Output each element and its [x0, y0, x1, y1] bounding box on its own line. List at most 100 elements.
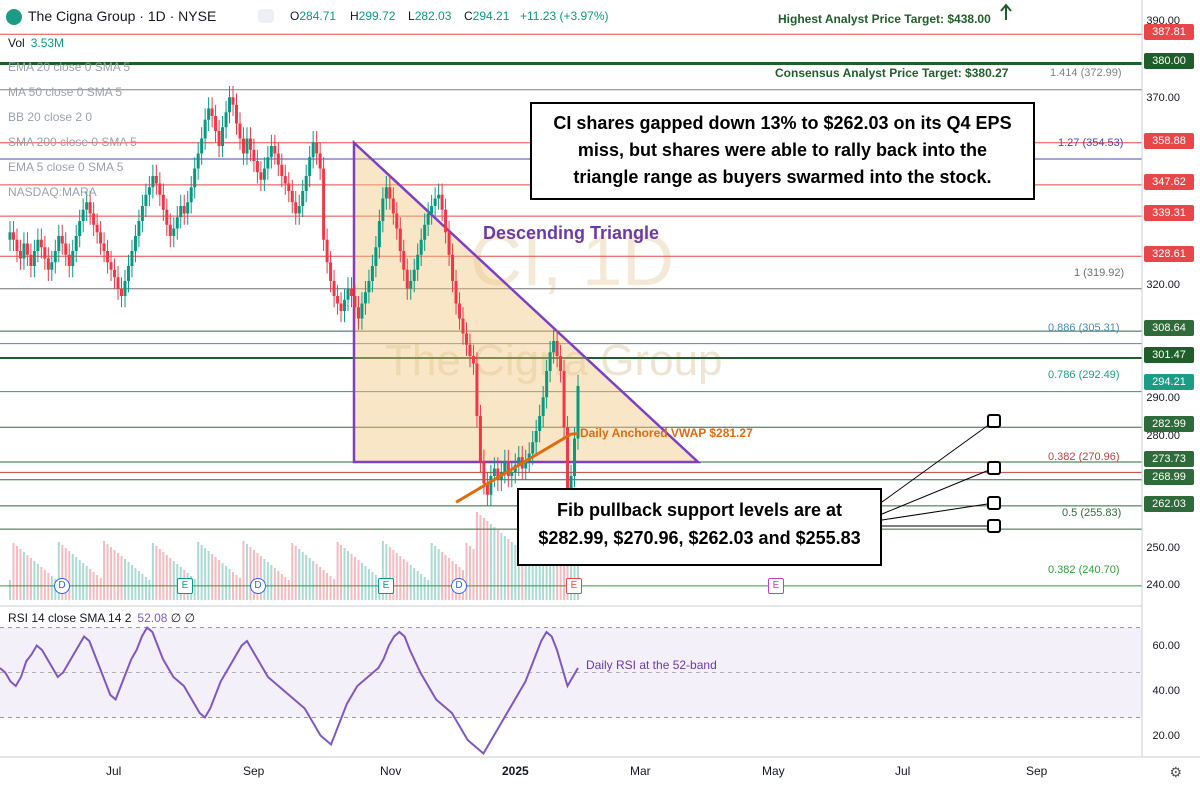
volume-bar [273, 568, 276, 600]
indicator-sma200[interactable]: SMA 200 close 0 SMA 5 [8, 135, 137, 149]
candle-body [332, 281, 336, 296]
volume-bar [420, 574, 423, 600]
symbol-title[interactable]: The Cigna Group · 1D · NYSE [28, 8, 217, 24]
candle-body [468, 344, 472, 356]
earnings-marker[interactable]: E [378, 578, 394, 594]
indicator-mara[interactable]: NASDAQ:MARA [8, 185, 97, 199]
volume-bar [134, 568, 137, 600]
candle-body [391, 198, 395, 214]
volume-bar [326, 573, 329, 600]
visibility-toggle-icon[interactable] [258, 9, 274, 23]
volume-bar [22, 552, 25, 600]
settings-gear-icon[interactable]: ⚙ [1169, 764, 1182, 780]
earnings-marker[interactable]: E [566, 578, 582, 594]
candle-body [186, 202, 190, 214]
volume-bar [200, 545, 203, 600]
volume-bar [106, 544, 109, 600]
earnings-marker[interactable]: E [177, 578, 193, 594]
volume-bar [385, 544, 388, 600]
indicator-ema20[interactable]: EMA 20 close 0 SMA 5 [8, 60, 131, 74]
volume-bar [514, 545, 517, 600]
volume-bar [36, 564, 39, 600]
volume-bar [350, 554, 353, 600]
candle-body [85, 202, 89, 210]
candle-body [297, 206, 301, 214]
candle-body [67, 254, 71, 266]
volume-bar [482, 518, 485, 600]
dividend-marker[interactable]: D [54, 578, 70, 594]
volume-bar [92, 572, 95, 600]
candle-body [273, 146, 277, 154]
candle-body [444, 209, 448, 233]
ohlc-open: O284.71 [290, 9, 337, 23]
volume-bar [301, 552, 304, 600]
up-arrow-head [1000, 3, 1012, 12]
indicator-ma50[interactable]: MA 50 close 0 SMA 5 [8, 85, 123, 99]
candle-body [346, 288, 350, 300]
volume-bar [552, 538, 555, 600]
volume-bar [123, 559, 126, 600]
volume-bar [266, 562, 269, 600]
candle-body [92, 213, 96, 225]
volume-bar [82, 563, 85, 600]
volume-bar [12, 543, 15, 600]
volume-bar [96, 575, 99, 600]
volume-bar [367, 569, 370, 600]
volume-bar [395, 553, 398, 600]
volume-bar [315, 564, 318, 600]
candle-body [161, 194, 165, 210]
indicator-bb20[interactable]: BB 20 close 2 0 [8, 110, 93, 124]
fib-connector [881, 502, 995, 521]
dividend-marker[interactable]: D [250, 578, 266, 594]
triangle-label: Descending Triangle [483, 223, 660, 243]
volume-bar [110, 547, 113, 600]
candle-body [241, 138, 245, 154]
dividend-marker[interactable]: D [451, 578, 467, 594]
volume-bar [238, 578, 241, 600]
candle-body [179, 206, 183, 218]
volume-bar [89, 569, 92, 600]
volume-bar [347, 551, 350, 600]
candle-body [252, 149, 256, 161]
candle-body [276, 153, 280, 165]
candle-body [475, 363, 479, 416]
volume-bar [472, 549, 475, 600]
candle-body [151, 176, 155, 188]
volume-bar [291, 543, 294, 600]
volume-bar [294, 546, 297, 600]
candle-body [426, 213, 430, 225]
candle-body [287, 183, 291, 191]
volume-bar [430, 543, 433, 600]
volume-bar [218, 560, 221, 600]
volume-bar [117, 553, 120, 600]
candle-body [36, 239, 40, 251]
candle-body [214, 116, 218, 131]
candle-body [534, 431, 538, 443]
volume-bar [33, 561, 36, 600]
candle-body [311, 142, 315, 158]
x-tick: Jul [895, 764, 911, 778]
volume-bar [9, 580, 11, 600]
candle-body [168, 224, 172, 236]
fib-label-05: 0.5 (255.83) [1062, 507, 1122, 519]
volume-bar [353, 557, 356, 600]
volume-bar [340, 545, 343, 600]
volume-bar [493, 527, 496, 600]
indicator-ema5[interactable]: EMA 5 close 0 SMA 5 [8, 160, 124, 174]
candle-body [482, 461, 486, 484]
volume-bar [441, 552, 444, 600]
chart-header: The Cigna Group · 1D · NYSE O284.71 H299… [0, 0, 780, 34]
candle-body [262, 168, 266, 180]
volume-bar [333, 579, 336, 600]
price-label-30864: 308.64 [1144, 320, 1194, 336]
candle-body [416, 254, 420, 270]
earnings-marker-upcoming[interactable]: E [768, 578, 784, 594]
rsi-tick: 40.00 [1152, 685, 1180, 697]
volume-bar [556, 541, 559, 600]
candle-body [88, 202, 92, 214]
volume-bar [252, 550, 255, 600]
fib-label-0382a: 0.382 (270.96) [1048, 451, 1120, 463]
volume-bar [305, 555, 308, 600]
vwap-line [455, 432, 578, 504]
candle-body [248, 138, 252, 150]
